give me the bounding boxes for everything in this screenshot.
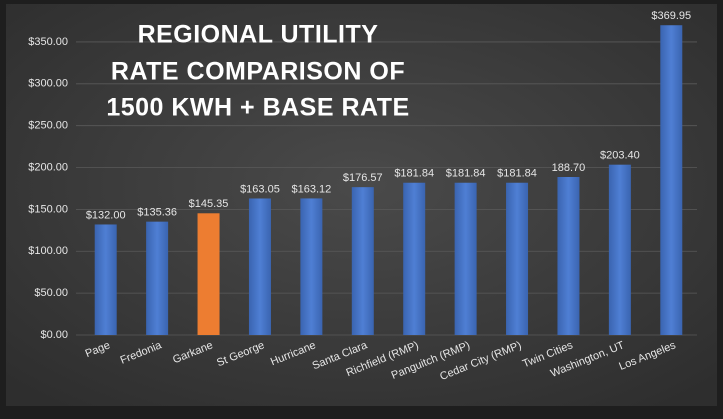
y-tick-label: $350.00 — [28, 36, 68, 48]
bar — [94, 224, 117, 335]
y-tick-label: $250.00 — [28, 120, 68, 132]
y-tick-label: $150.00 — [28, 203, 68, 215]
bar — [557, 176, 580, 335]
bar — [660, 25, 683, 335]
bar — [146, 221, 169, 335]
value-label: $135.36 — [137, 207, 177, 219]
value-label: $145.35 — [189, 198, 229, 210]
value-label: $132.00 — [86, 209, 126, 221]
bar — [608, 164, 631, 335]
chart-title: 1500 KWH + BASE RATE — [106, 94, 409, 122]
bar — [300, 198, 323, 335]
y-tick-label: $100.00 — [28, 245, 68, 257]
bar — [351, 187, 374, 335]
value-label: $181.84 — [394, 168, 434, 180]
value-label: 188.70 — [552, 162, 586, 174]
bar — [506, 182, 529, 335]
bar — [248, 198, 271, 335]
value-label: $181.84 — [446, 168, 486, 180]
bar — [197, 213, 220, 335]
value-label: $369.95 — [651, 10, 691, 22]
bar — [403, 182, 426, 335]
value-label: $176.57 — [343, 172, 383, 184]
y-tick-label: $200.00 — [28, 161, 68, 173]
value-label: $163.12 — [291, 183, 331, 195]
value-label: $181.84 — [497, 168, 537, 180]
y-tick-label: $50.00 — [34, 287, 68, 299]
value-label: $163.05 — [240, 183, 280, 195]
value-label: $203.40 — [600, 150, 640, 162]
chart-title: REGIONAL UTILITY — [138, 21, 379, 49]
y-tick-label: $0.00 — [40, 329, 68, 341]
bar — [454, 182, 477, 335]
y-tick-label: $300.00 — [28, 78, 68, 90]
chart-title: RATE COMPARISON OF — [111, 58, 405, 86]
